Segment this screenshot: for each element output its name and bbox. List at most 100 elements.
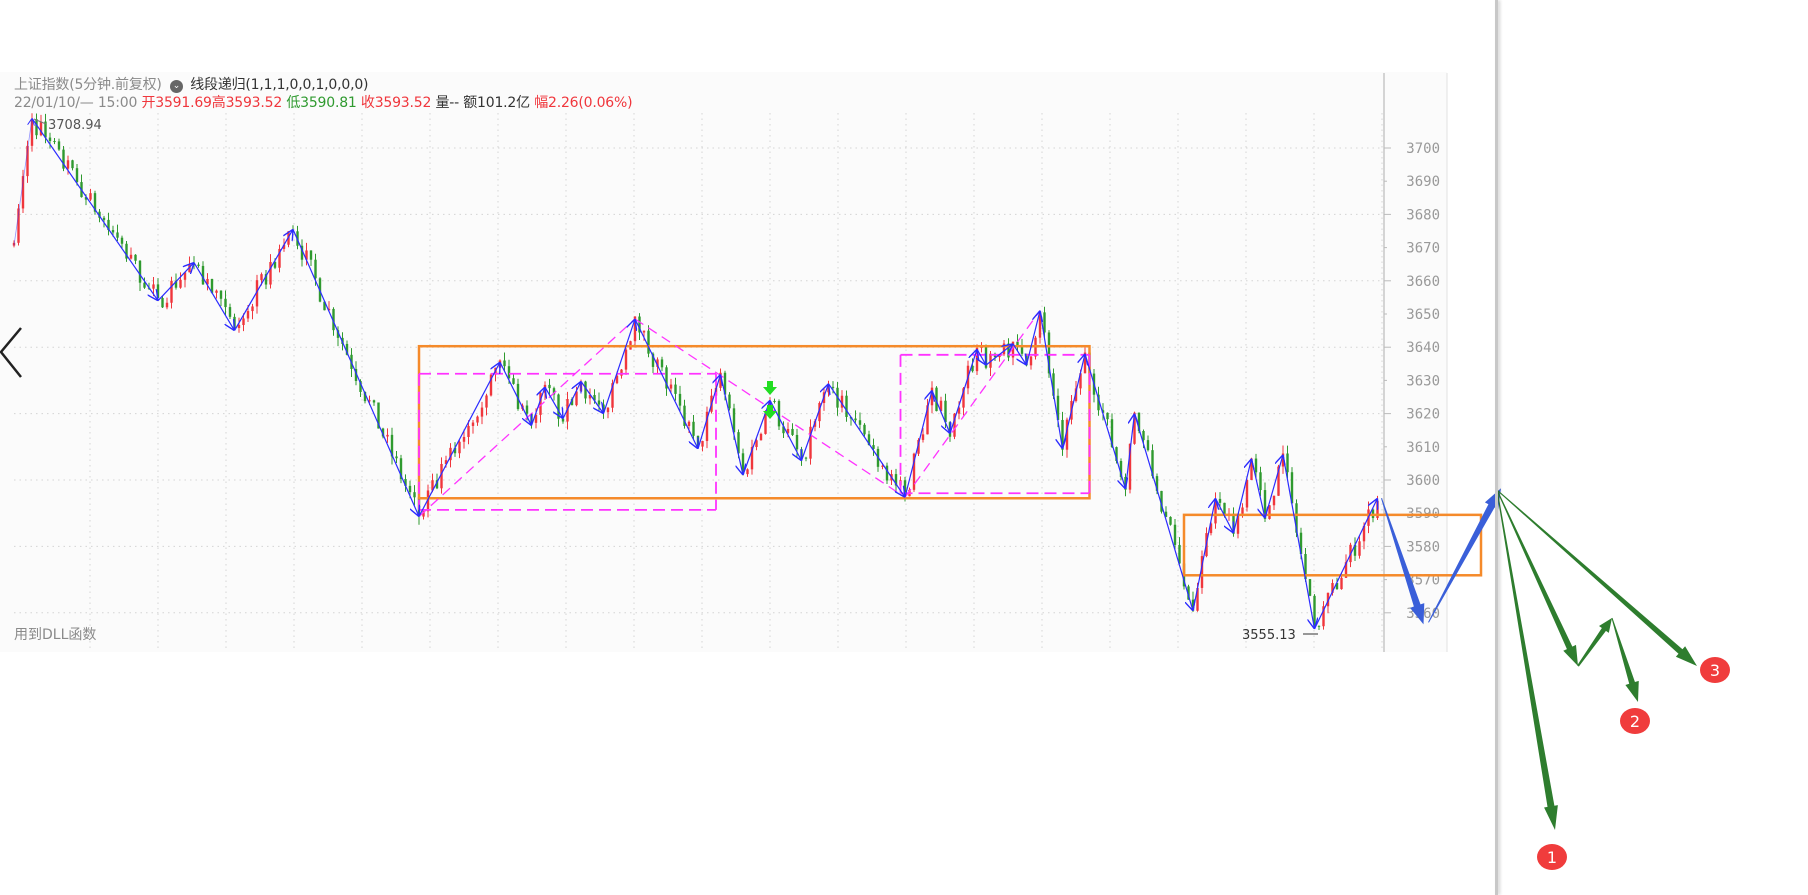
candle-body	[422, 511, 425, 517]
candle-body	[656, 359, 659, 367]
candle-body	[17, 208, 20, 243]
candle-body	[116, 232, 119, 238]
scenario-arrows	[1496, 489, 1697, 830]
candle-body	[152, 284, 155, 289]
candle-body	[597, 400, 601, 405]
axis-tick-label: 3670	[1406, 241, 1440, 257]
candle-body	[215, 290, 218, 293]
candle-body	[1061, 419, 1064, 450]
candle-body	[593, 395, 596, 401]
candle-body	[516, 383, 520, 409]
candle-body	[921, 434, 925, 440]
axis-tick-label: 3680	[1406, 207, 1440, 223]
candle-body	[314, 259, 317, 279]
candle-body	[669, 384, 673, 389]
candle-body	[1151, 450, 1154, 477]
candle-body	[737, 432, 740, 454]
candle-body	[647, 330, 650, 354]
candle-body	[485, 395, 488, 408]
bar-info-line: 22/01/10/— 15:00 开3591.69高3593.52 低3590.…	[14, 92, 633, 112]
candle-body	[746, 469, 749, 475]
price-axis: 3700 3690 3680 3670 3660 3650 3640 3630 3620 3610…	[1383, 73, 1448, 652]
candle-body	[53, 141, 56, 143]
candle-body	[539, 392, 542, 415]
projection-up-arrow-icon	[1428, 488, 1501, 623]
candle-body	[1074, 388, 1078, 401]
candle-body	[426, 490, 430, 512]
candle-body	[381, 428, 385, 437]
candle-body	[939, 400, 943, 412]
candle-body	[48, 137, 52, 142]
candle-body	[345, 343, 349, 355]
candle-body	[660, 359, 664, 368]
candle-body	[732, 408, 736, 433]
chevron-left-icon[interactable]	[0, 327, 22, 378]
candle-body	[1155, 476, 1159, 491]
candle-body	[62, 149, 65, 169]
candle-body	[795, 434, 799, 450]
signal-arrow-icon	[763, 381, 777, 395]
candle-body	[467, 425, 470, 437]
indicator-label[interactable]: 线段递归(1,1,1,0,0,1,0,0,0)	[190, 77, 369, 93]
candle-body	[71, 160, 74, 169]
candle-body	[588, 395, 592, 399]
candle-body	[368, 400, 371, 402]
zigzag-stroke	[292, 229, 419, 516]
zigzag-stroke	[1124, 414, 1135, 490]
pane-divider[interactable]	[1495, 0, 1498, 895]
candle-body	[651, 353, 655, 367]
candle-body	[786, 428, 790, 434]
candle-body	[1187, 586, 1190, 600]
zigzag-stroke	[1025, 311, 1041, 366]
axis-tick-label: 3640	[1406, 340, 1440, 356]
candle-body	[777, 401, 781, 427]
candle-body	[1286, 453, 1289, 473]
zigzag-stroke	[1250, 458, 1266, 518]
candle-body	[1245, 479, 1249, 508]
candle-body	[332, 308, 335, 331]
candle-body	[143, 282, 146, 288]
extreme-labels: 3708.94 3555.13	[33, 118, 1318, 643]
zigzag-stroke	[544, 386, 563, 419]
scenario-2-arrow-icon	[1496, 489, 1578, 666]
candle-body	[642, 330, 646, 333]
zigzag-stroke	[800, 384, 829, 461]
candle-body	[75, 168, 79, 183]
zigzag-stroke	[1039, 310, 1063, 449]
candle-body	[1178, 544, 1181, 564]
candle-body	[1038, 312, 1042, 338]
zigzag-stroke	[1214, 497, 1234, 533]
indicator-settings-icon[interactable]: ⌄	[169, 80, 183, 93]
high-value: 高3593.52	[211, 95, 283, 111]
candle-body	[1272, 495, 1276, 506]
candle-body	[323, 301, 326, 311]
candle-body	[399, 458, 403, 480]
candle-body	[30, 119, 34, 146]
candle-body	[1218, 498, 1222, 503]
candle-body	[1236, 513, 1240, 534]
axis-tick-label: 3580	[1406, 539, 1440, 555]
instrument-label[interactable]: 上证指数(5分钟.前复权)	[14, 77, 162, 93]
candle-body	[1128, 443, 1132, 490]
candle-body	[260, 274, 263, 281]
candle-body	[242, 318, 245, 326]
candle-body	[134, 254, 137, 261]
zigzag-stroke	[1084, 353, 1126, 489]
candle-body	[1263, 490, 1267, 519]
candle-body	[611, 383, 614, 408]
candle-body	[575, 391, 578, 406]
badge-label: 2	[1630, 712, 1640, 731]
candle-body	[107, 219, 110, 231]
axis-tick-label: 3660	[1406, 274, 1440, 290]
candle-body	[674, 384, 677, 394]
candle-body	[1223, 502, 1226, 515]
candle-body	[210, 278, 214, 293]
candle-body	[692, 421, 695, 436]
zigzag-stroke	[1192, 498, 1216, 611]
low-price-label: 3555.13	[1242, 628, 1296, 643]
candle-body	[638, 316, 641, 333]
candle-body	[728, 394, 731, 409]
zigzag-stroke	[157, 263, 194, 302]
candle-body	[615, 375, 619, 384]
